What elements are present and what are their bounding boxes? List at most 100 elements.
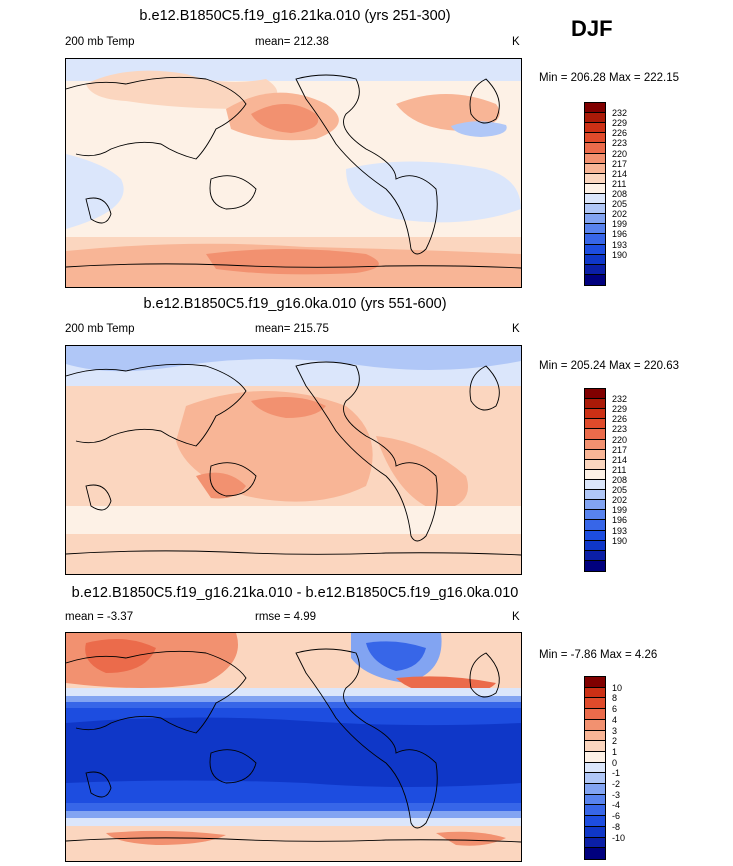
colorbar-swatch xyxy=(585,113,605,124)
colorbar-swatch xyxy=(585,429,605,440)
colorbar-tick-label: -10 xyxy=(612,832,626,843)
panel-1-map xyxy=(65,58,522,288)
panel-2-minmax-label: Min = 205.24 Max = 220.63 xyxy=(539,360,680,372)
colorbar-swatch xyxy=(585,439,605,450)
colorbar-swatch xyxy=(585,234,605,245)
p3-south-transition-mid xyxy=(66,803,521,811)
colorbar-swatch xyxy=(585,540,605,551)
colorbar-tick-label: 3 xyxy=(612,725,618,736)
panel-3-title: b.e12.B1850C5.f19_g16.21ka.010 - b.e12.B… xyxy=(71,585,519,601)
colorbar-tick-label: 223 xyxy=(612,424,628,435)
colorbar-tick-label: 226 xyxy=(612,128,628,139)
panel-2-mean-label: mean= 215.75 xyxy=(255,323,329,335)
colorbar-tick-label: -6 xyxy=(612,811,621,822)
colorbar-tick-label: 4 xyxy=(612,714,618,725)
colorbar-tick-label: 199 xyxy=(612,505,628,516)
p3-transition-pale xyxy=(66,688,521,696)
colorbar-swatch xyxy=(585,469,605,480)
colorbar-swatch xyxy=(585,389,605,400)
colorbar-swatch xyxy=(585,677,605,688)
panel-3-minmax-label: Min = -7.86 Max = 4.26 xyxy=(539,649,658,661)
p2-southern-pale-band xyxy=(66,506,521,536)
colorbar-tick-label: 208 xyxy=(612,189,628,199)
panel-1-mean-label: mean= 212.38 xyxy=(255,36,329,48)
panel-1-minmax-label: Min = 206.28 Max = 222.15 xyxy=(539,72,680,84)
colorbar-swatch xyxy=(585,687,605,699)
colorbar-tick-label: 229 xyxy=(612,404,628,415)
panel-2-title: b.e12.B1850C5.f19_g16.0ka.010 (yrs 551-6… xyxy=(143,296,447,312)
panel-2-colorbar xyxy=(584,388,606,572)
colorbar-tick-label: 6 xyxy=(612,704,618,715)
panel-3-mean-label: mean = -3.37 xyxy=(65,611,134,623)
colorbar-swatch xyxy=(585,709,605,720)
colorbar-tick-label: 2 xyxy=(612,736,618,747)
colorbar-swatch xyxy=(585,762,605,774)
panel-1-colorbar xyxy=(584,102,606,286)
colorbar-swatch xyxy=(585,805,605,817)
colorbar-swatch xyxy=(585,773,605,785)
panel-3-rmse-label: rmse = 4.99 xyxy=(255,611,317,623)
colorbar-swatch xyxy=(585,784,605,795)
colorbar-tick-label: 208 xyxy=(612,475,628,485)
season-label: DJF xyxy=(571,16,613,41)
colorbar-tick-label: 1 xyxy=(612,746,618,757)
panel-3-colorbar xyxy=(584,676,606,860)
p3-southern-warm-band xyxy=(66,826,521,861)
colorbar-swatch xyxy=(585,143,605,154)
panel-2-map xyxy=(65,345,522,575)
colorbar-swatch xyxy=(585,194,605,205)
p3-south-transition-light xyxy=(66,811,521,818)
p3-tropics-deep-cold xyxy=(66,717,521,787)
panel-3-units-label: K xyxy=(512,611,520,623)
colorbar-swatch xyxy=(585,274,605,285)
p1-tropics-cool-west xyxy=(66,154,124,229)
colorbar-tick-label: 193 xyxy=(612,239,628,250)
p3-transition-mid xyxy=(66,702,521,708)
p2-americas-warm xyxy=(376,436,468,511)
colorbar-swatch xyxy=(585,816,605,827)
p3-eurasia-hot xyxy=(85,639,156,673)
colorbar-swatch xyxy=(585,399,605,410)
colorbar-swatch xyxy=(585,459,605,470)
colorbar-swatch xyxy=(585,419,605,430)
colorbar-swatch xyxy=(585,751,605,763)
colorbar-tick-label: 214 xyxy=(612,168,628,179)
colorbar-swatch xyxy=(585,490,605,501)
colorbar-swatch xyxy=(585,183,605,194)
colorbar-swatch xyxy=(585,214,605,225)
colorbar-tick-label: 211 xyxy=(612,178,627,189)
colorbar-tick-label: 232 xyxy=(612,108,628,119)
p3-transition-light xyxy=(66,696,521,702)
colorbar-swatch xyxy=(585,153,605,164)
colorbar-tick-label: 10 xyxy=(612,682,623,693)
p1-pacific-warm-core xyxy=(251,104,319,133)
p2-pacific-warm-core xyxy=(251,397,326,418)
colorbar-swatch xyxy=(585,837,605,849)
panel-1-units-label: K xyxy=(512,36,520,48)
colorbar-swatch xyxy=(585,133,605,144)
colorbar-tick-label: -3 xyxy=(612,789,621,800)
panel-2-variable-label: 200 mb Temp xyxy=(65,323,135,335)
colorbar-swatch xyxy=(585,730,605,742)
colorbar-swatch xyxy=(585,409,605,420)
colorbar-swatch xyxy=(585,204,605,215)
colorbar-swatch xyxy=(585,449,605,460)
colorbar-tick-label: 202 xyxy=(612,209,628,220)
panel-1-variable-label: 200 mb Temp xyxy=(65,36,135,48)
colorbar-swatch xyxy=(585,244,605,255)
colorbar-swatch xyxy=(585,719,605,731)
p3-laurentide-cold-core xyxy=(366,641,426,671)
colorbar-tick-label: 226 xyxy=(612,414,628,425)
p1-coastlines xyxy=(66,74,521,269)
colorbar-tick-label: 8 xyxy=(612,693,618,704)
colorbar-swatch xyxy=(585,480,605,491)
colorbar-swatch xyxy=(585,848,605,859)
p3-coastlines xyxy=(66,648,521,843)
colorbar-tick-label: 196 xyxy=(612,229,628,240)
colorbar-tick-label: -4 xyxy=(612,800,621,811)
colorbar-tick-label: 0 xyxy=(612,757,618,768)
colorbar-swatch xyxy=(585,741,605,752)
colorbar-tick-label: 232 xyxy=(612,394,628,405)
colorbar-swatch xyxy=(585,264,605,275)
p3-southern-warm-core-2 xyxy=(436,831,506,846)
